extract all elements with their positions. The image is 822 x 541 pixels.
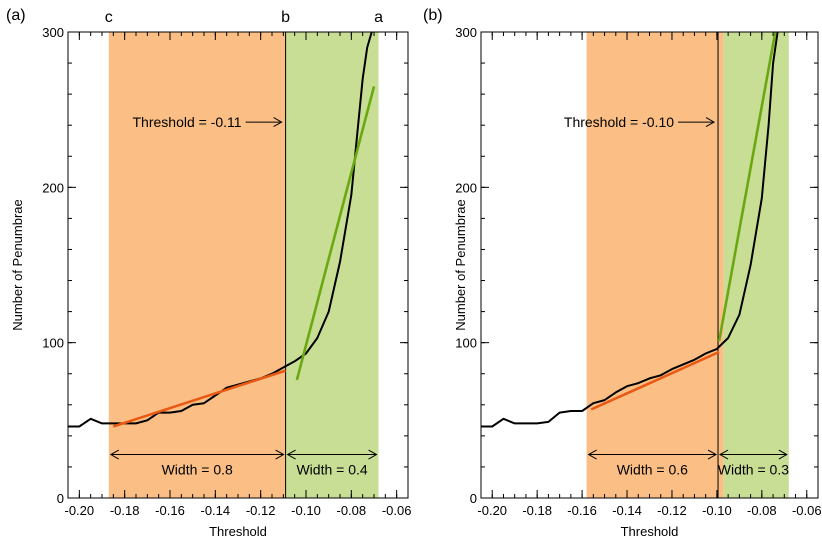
x-tick-label: -0.16 [155, 503, 185, 518]
x-tick-label: -0.16 [567, 503, 597, 518]
panel-a: -0.20 -0.18 -0.16 -0.14 -0.12 -0.10 -0.08 -0.06… [6, 7, 411, 539]
fit-line-green [717, 31, 777, 342]
threshold-label: Threshold = -0.11 [133, 114, 242, 130]
fit-line-orange [112, 369, 287, 428]
x-tick-label: -0.14 [201, 503, 231, 518]
threshold-arrow-head [273, 117, 283, 128]
fit-line-orange [590, 350, 720, 411]
x-tick-label: -0.18 [522, 503, 552, 518]
boundary-label-a: a [374, 9, 383, 26]
x-tick-label: -0.10 [702, 503, 732, 518]
x-tick-label: -0.20 [65, 503, 95, 518]
y-tick-label: 100 [42, 336, 64, 351]
y-tick-label: 100 [455, 336, 477, 351]
width-arrow-head-left [719, 449, 729, 460]
data-curve [481, 31, 779, 428]
threshold-arrow-head [705, 117, 716, 128]
region-orange [108, 32, 286, 498]
width-label: Width = 0.4 [296, 462, 367, 478]
boundary-label-c: c [105, 9, 113, 26]
x-tick-label: -0.08 [747, 503, 777, 518]
region-green [723, 32, 789, 498]
width-arrow-head-left [587, 449, 597, 460]
x-tick-label: -0.18 [110, 503, 140, 518]
panel-label: (a) [6, 7, 26, 24]
panel-b: -0.20 -0.18 -0.16 -0.14 -0.12 -0.10 -0.08 -0.06… [423, 7, 822, 539]
x-tick-label: -0.06 [792, 503, 822, 518]
width-arrow-head-right [707, 449, 718, 460]
width-label: Width = 0.3 [718, 462, 789, 478]
y-tick-label: 0 [57, 491, 64, 506]
boundary-label-b: b [281, 9, 290, 26]
x-tick-label: -0.20 [477, 503, 507, 518]
width-arrow-head-right [368, 449, 378, 460]
width-label: Width = 0.8 [162, 462, 233, 478]
y-tick-label: 200 [455, 180, 477, 195]
y-axis-title: Number of Penumbrae [453, 199, 468, 331]
width-arrow-head-left [109, 449, 120, 460]
x-tick-label: -0.12 [657, 503, 687, 518]
y-tick-label: 200 [42, 180, 64, 195]
width-label: Width = 0.6 [617, 462, 688, 478]
y-tick-label: 300 [455, 25, 477, 40]
width-arrow-head-left [286, 449, 296, 460]
x-tick-label: -0.14 [612, 503, 642, 518]
region-orange [586, 32, 724, 498]
x-tick-label: -0.08 [337, 503, 367, 518]
y-axis-title: Number of Penumbrae [10, 199, 25, 331]
x-tick-label: -0.12 [246, 503, 276, 518]
x-axis-title: Threshold [209, 524, 267, 539]
x-axis-title: Threshold [621, 524, 679, 539]
y-tick-label: 0 [470, 491, 477, 506]
panel-label: (b) [423, 7, 443, 24]
threshold-label: Threshold = -0.10 [564, 114, 674, 130]
width-arrow-head-right [275, 449, 285, 460]
region-green [285, 32, 379, 498]
fit-line-green [295, 86, 376, 381]
width-arrow-head-right [778, 449, 788, 460]
y-tick-label: 300 [42, 25, 64, 40]
x-tick-label: -0.06 [382, 503, 412, 518]
x-tick-label: -0.10 [291, 503, 321, 518]
